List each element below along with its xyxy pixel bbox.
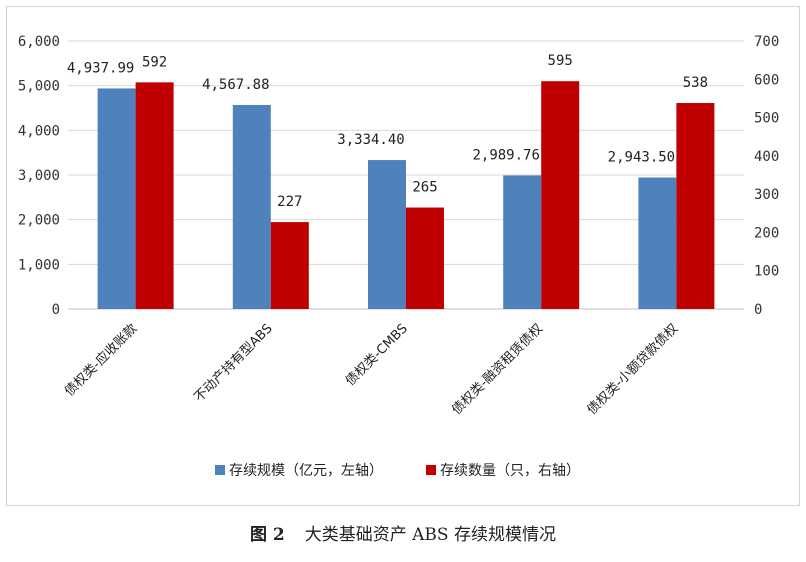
data-label-scale: 3,334.40 xyxy=(337,132,404,148)
bar-scale xyxy=(232,104,271,310)
bar-scale xyxy=(97,88,136,309)
left-tick-label: 0 xyxy=(52,302,60,318)
category-label: 不动产持有型ABS xyxy=(192,321,276,405)
right-tick-label: 100 xyxy=(754,264,779,280)
left-tick-label: 1,000 xyxy=(18,257,60,273)
left-tick-label: 5,000 xyxy=(18,79,60,95)
figure-title: 大类基础资产 ABS 存续规模情况 xyxy=(304,525,556,545)
legend-label-scale: 存续规模（亿元，左轴） xyxy=(229,462,383,479)
bars xyxy=(97,81,715,310)
data-label-count: 538 xyxy=(683,75,708,91)
data-label-count: 592 xyxy=(142,54,167,70)
right-tick-label: 300 xyxy=(754,187,779,203)
right-tick-label: 600 xyxy=(754,72,779,88)
data-label-scale: 4,567.88 xyxy=(202,77,269,93)
left-tick-label: 2,000 xyxy=(18,213,60,229)
left-tick-label: 4,000 xyxy=(18,123,60,139)
data-label-count: 595 xyxy=(548,53,573,69)
left-tick-label: 6,000 xyxy=(18,34,60,50)
bar-count xyxy=(676,103,715,309)
bar-count xyxy=(541,81,580,309)
right-tick-label: 0 xyxy=(754,302,762,318)
legend: 存续规模（亿元，左轴） 存续数量（只，右轴） xyxy=(215,462,580,479)
right-tick-label: 500 xyxy=(754,111,779,127)
category-label: 债权类-CMBS xyxy=(342,321,411,390)
grid-lines xyxy=(68,40,744,310)
category-labels: 债权类-应收账款 不动产持有型ABS 债权类-CMBS 债权类-融资租赁债权 债权类-小… xyxy=(61,321,681,418)
bar-count xyxy=(135,82,174,309)
figure-number: 图 2 xyxy=(250,525,285,545)
right-axis: 0 100 200 300 400 500 600 700 xyxy=(754,34,779,318)
category-label: 债权类-小额贷款债权 xyxy=(584,321,681,418)
right-tick-label: 700 xyxy=(754,34,779,50)
figure-caption: 图 2 大类基础资产 ABS 存续规模情况 xyxy=(0,520,806,545)
bar-count xyxy=(270,222,309,309)
right-tick-label: 400 xyxy=(754,149,779,165)
category-label: 债权类-融资租赁债权 xyxy=(449,321,546,418)
bar-scale xyxy=(503,175,542,309)
legend-swatch-count xyxy=(426,465,436,475)
bar-scale xyxy=(638,177,677,309)
data-label-scale: 2,943.50 xyxy=(608,150,675,166)
data-label-scale: 4,937.99 xyxy=(67,60,134,76)
data-labels: 4,937.99 592 4,567.88 227 3,334.40 265 2,989.7… xyxy=(67,53,708,210)
left-tick-label: 3,000 xyxy=(18,168,60,184)
left-axis: 0 1,000 2,000 3,000 4,000 5,000 6,000 xyxy=(18,34,60,318)
legend-label-count: 存续数量（只，右轴） xyxy=(440,462,580,479)
data-label-count: 265 xyxy=(412,180,437,196)
data-label-count: 227 xyxy=(277,194,302,210)
bar-scale xyxy=(368,160,406,309)
data-label-scale: 2,989.76 xyxy=(472,147,539,163)
legend-swatch-scale xyxy=(215,465,225,475)
bar-count xyxy=(406,207,444,309)
bar-chart: 0 1,000 2,000 3,000 4,000 5,000 6,000 0 100 200 3… xyxy=(18,34,779,479)
category-label: 债权类-应收账款 xyxy=(61,321,140,400)
right-tick-label: 200 xyxy=(754,225,779,241)
